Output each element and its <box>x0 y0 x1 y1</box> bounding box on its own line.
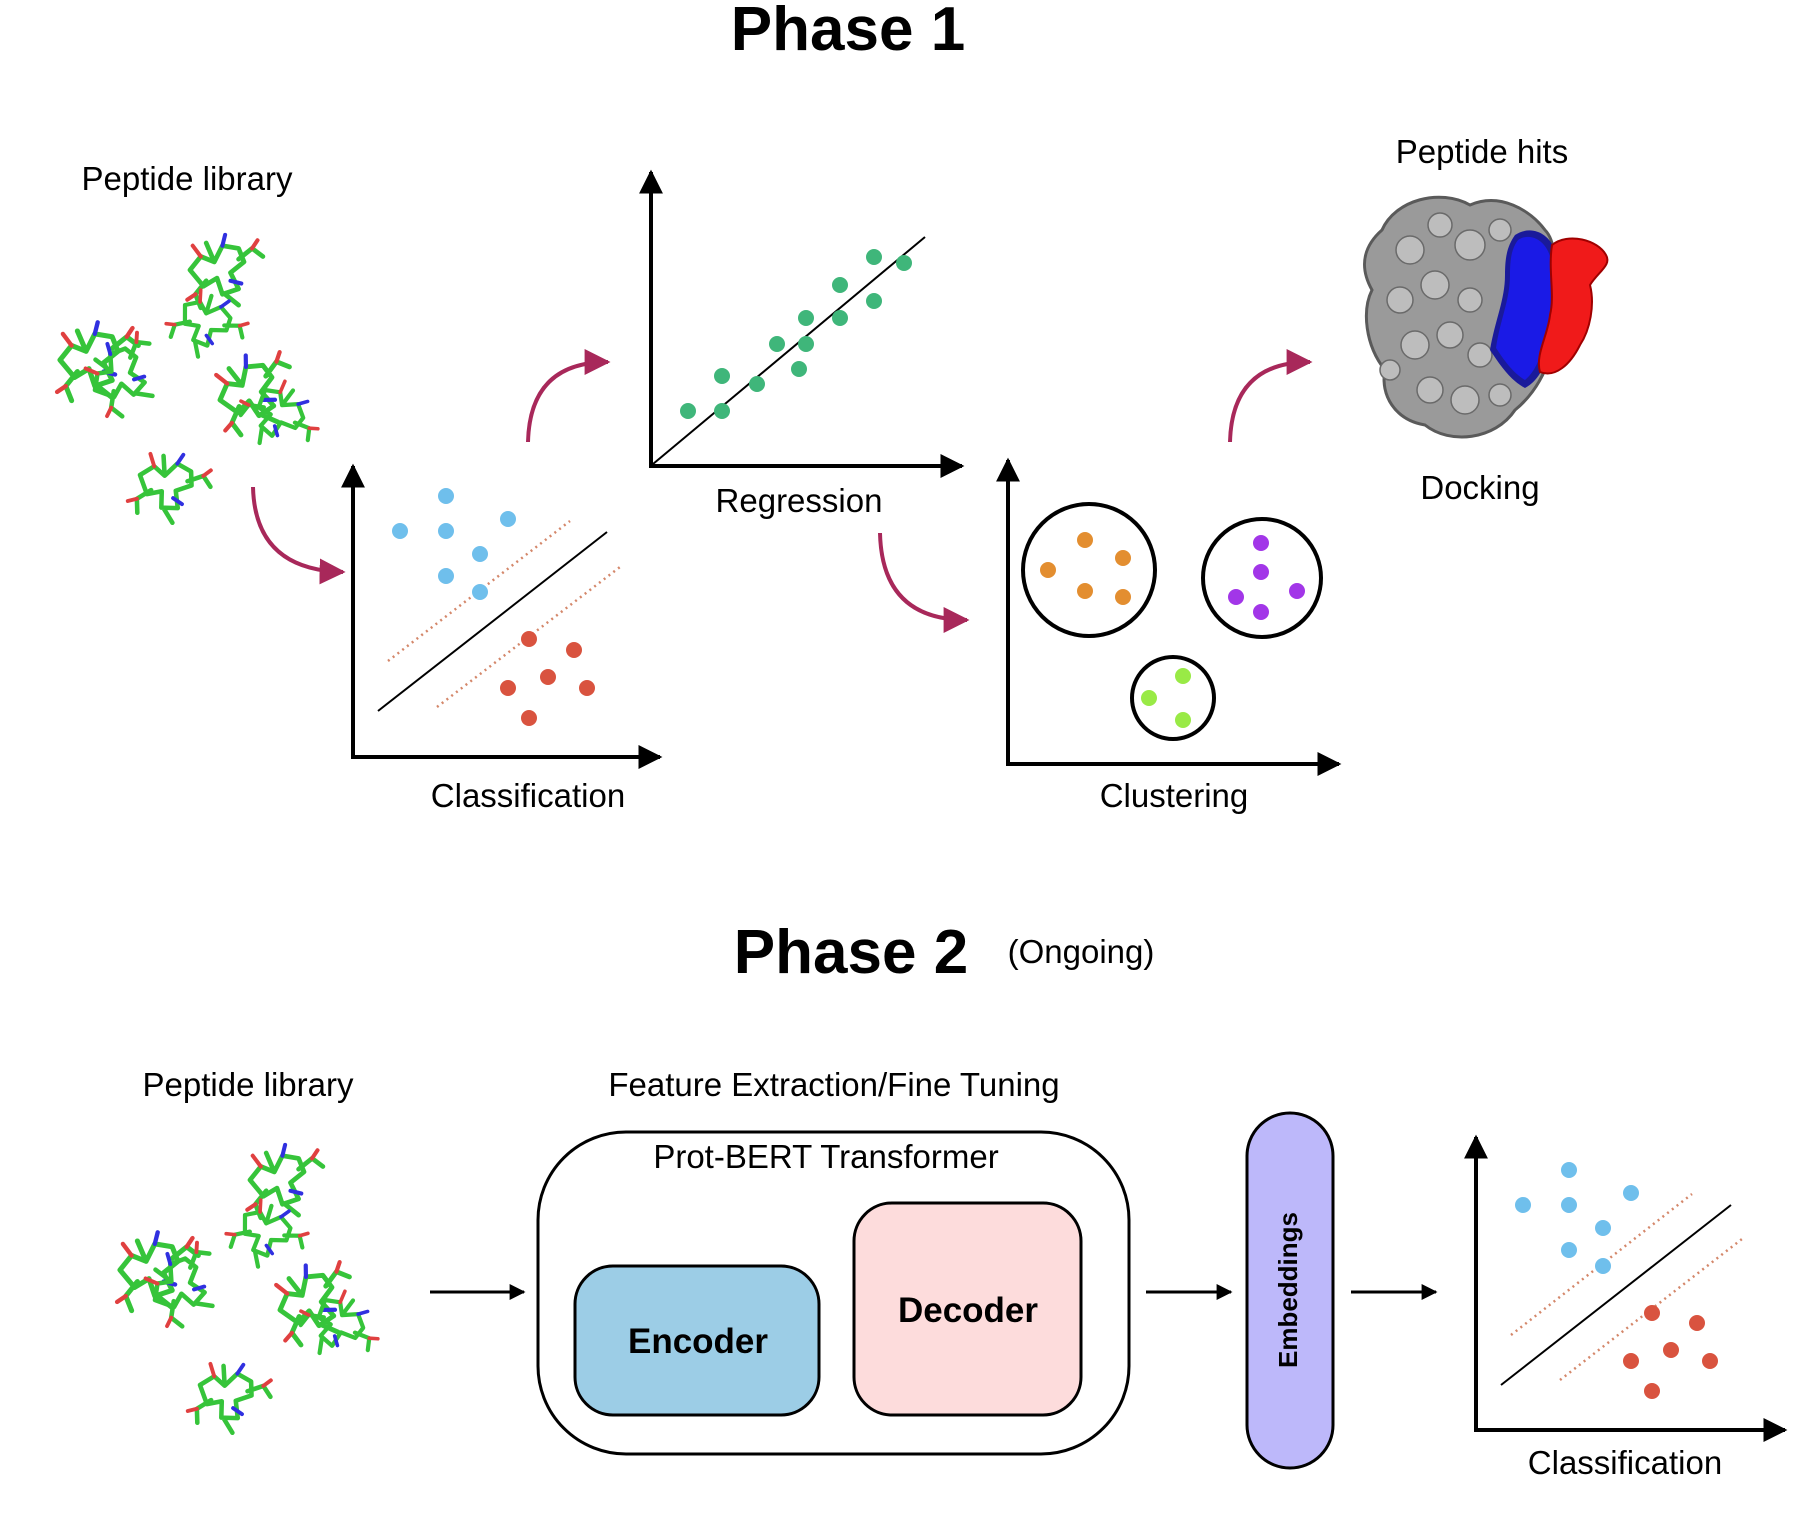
phase2-classification-plot <box>1464 1134 1788 1442</box>
data-point-blue <box>1515 1197 1531 1213</box>
data-point-red <box>500 680 516 696</box>
cluster-ring-purple <box>1201 517 1323 639</box>
phase1-classification-label: Classification <box>431 777 625 814</box>
arrow-regression-to-clustering <box>878 532 970 633</box>
peptide-hits-label: Peptide hits <box>1396 133 1568 170</box>
data-point-lime <box>1175 712 1191 728</box>
peptide-molecule <box>162 280 255 373</box>
data-point-green <box>791 361 807 377</box>
data-point-green <box>798 310 814 326</box>
data-point-blue <box>438 488 454 504</box>
data-point-lime <box>1141 690 1157 706</box>
phase1-peptide-molecules <box>57 235 324 533</box>
clustering-label: Clustering <box>1100 777 1249 814</box>
cluster-ring-orange <box>1021 502 1157 638</box>
data-point-blue <box>1595 1258 1611 1274</box>
decision-boundary <box>1500 1204 1732 1386</box>
binding-site-blue-fill <box>1496 236 1554 380</box>
data-point-blue <box>1561 1197 1577 1213</box>
phase1-classification-plot <box>341 463 663 769</box>
peptide-molecule <box>235 372 325 463</box>
data-point-green <box>866 249 882 265</box>
phase1-title: Phase 1 <box>731 0 965 64</box>
protein-texture <box>1379 212 1512 415</box>
data-point-purple <box>1253 604 1269 620</box>
encoder-label: Encoder <box>628 1322 768 1361</box>
data-point-orange <box>1077 532 1093 548</box>
data-point-blue <box>472 584 488 600</box>
peptide-molecule <box>125 442 217 533</box>
transformer-label: Prot-BERT Transformer <box>653 1138 998 1175</box>
phase2-peptide-molecules <box>117 1145 384 1443</box>
data-point-red <box>521 710 537 726</box>
data-point-red <box>1623 1353 1639 1369</box>
arrow-library-to-classification <box>251 486 346 585</box>
data-point-green <box>832 277 848 293</box>
data-point-red <box>566 642 582 658</box>
regression-line <box>652 236 926 465</box>
peptide-molecule <box>222 1190 315 1283</box>
data-point-purple <box>1253 535 1269 551</box>
data-point-purple <box>1289 583 1305 599</box>
phase2-title: Phase 2 <box>734 918 968 987</box>
regression-plot <box>639 169 965 478</box>
docking-label: Docking <box>1420 469 1539 506</box>
data-point-green <box>769 336 785 352</box>
data-point-orange <box>1040 562 1056 578</box>
embeddings-box <box>1245 1111 1335 1470</box>
arrow-clustering-to-docking <box>1228 349 1313 443</box>
peptide-molecule <box>185 1352 277 1443</box>
feature-extraction-label: Feature Extraction/Fine Tuning <box>608 1066 1059 1103</box>
data-point-red <box>579 680 595 696</box>
data-point-green <box>680 403 696 419</box>
data-point-orange <box>1115 550 1131 566</box>
encoder-box <box>573 1264 821 1417</box>
data-point-red <box>1644 1383 1660 1399</box>
data-point-green <box>866 293 882 309</box>
phase2-peptide-library-label: Peptide library <box>143 1066 354 1103</box>
data-point-green <box>714 403 730 419</box>
data-point-blue <box>1595 1220 1611 1236</box>
data-point-blue <box>438 568 454 584</box>
data-point-red <box>1644 1305 1660 1321</box>
data-point-blue <box>392 523 408 539</box>
data-point-lime <box>1175 668 1191 684</box>
data-point-green <box>798 336 814 352</box>
decision-boundary <box>377 531 608 712</box>
data-point-blue <box>500 511 516 527</box>
cluster-ring-lime <box>1130 655 1216 741</box>
data-point-red <box>540 669 556 685</box>
peptide-molecule <box>295 1282 385 1373</box>
data-point-blue <box>1623 1185 1639 1201</box>
docking-protein-image <box>1363 195 1609 439</box>
decoder-box <box>852 1201 1083 1417</box>
decoder-label: Decoder <box>898 1291 1038 1330</box>
phase2-classification-label: Classification <box>1528 1444 1722 1481</box>
data-point-purple <box>1228 589 1244 605</box>
phase2-status: (Ongoing) <box>1008 933 1155 970</box>
peptide-hit-red <box>1537 237 1609 375</box>
data-point-red <box>1663 1342 1679 1358</box>
data-point-red <box>1689 1315 1705 1331</box>
data-point-red <box>521 631 537 647</box>
arrow-classification-to-regression <box>526 349 611 443</box>
clustering-plot <box>996 457 1342 776</box>
data-point-green <box>896 255 912 271</box>
data-point-orange <box>1077 583 1093 599</box>
data-point-red <box>1702 1353 1718 1369</box>
embeddings-label: Embeddings <box>1273 1212 1303 1368</box>
data-point-blue <box>438 523 454 539</box>
data-point-green <box>832 310 848 326</box>
data-point-green <box>749 376 765 392</box>
data-point-orange <box>1115 589 1131 605</box>
data-point-green <box>714 368 730 384</box>
phase1-peptide-library-label: Peptide library <box>82 160 293 197</box>
data-point-purple <box>1253 564 1269 580</box>
regression-label: Regression <box>716 482 883 519</box>
data-point-blue <box>1561 1162 1577 1178</box>
data-point-blue <box>1561 1242 1577 1258</box>
data-point-blue <box>472 546 488 562</box>
